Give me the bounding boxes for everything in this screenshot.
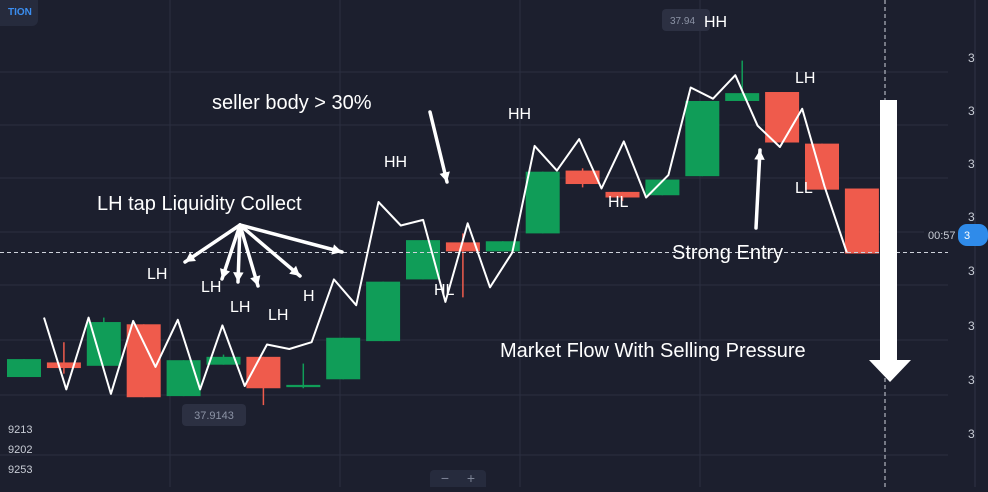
liquidity-label: LH tap Liquidity Collect bbox=[97, 193, 302, 215]
swing-label: LH bbox=[795, 70, 815, 87]
time-label-bg bbox=[924, 226, 958, 244]
swing-label: LH bbox=[201, 279, 221, 296]
swing-label: HH bbox=[384, 154, 407, 171]
liquidity-arrow-head bbox=[289, 265, 300, 276]
strong-entry-label: Strong Entry bbox=[672, 242, 783, 264]
candle-body bbox=[166, 360, 201, 397]
candle-body bbox=[725, 93, 760, 101]
current-price-value: 3 bbox=[964, 230, 970, 242]
liquidity-arrow-head bbox=[185, 252, 196, 262]
strong-entry-arrow bbox=[754, 148, 762, 230]
swing-label: LH bbox=[268, 307, 288, 324]
zoom-in-button[interactable]: + bbox=[466, 470, 476, 486]
left-value: 9213 bbox=[8, 424, 33, 436]
candle-body bbox=[286, 384, 321, 388]
top-left-badge: TION bbox=[0, 0, 38, 26]
candle-body bbox=[206, 356, 241, 365]
selling-pressure-arrow-head bbox=[869, 360, 911, 382]
liquidity-arrow bbox=[238, 223, 302, 278]
axis-tick-label: 3 bbox=[968, 373, 975, 387]
swing-label: HL bbox=[434, 282, 455, 299]
liquidity-arrow-head bbox=[233, 272, 244, 282]
price-tag-low: 37.9143 bbox=[194, 410, 234, 422]
candle-body bbox=[525, 171, 560, 234]
seller-body-label: seller body > 30% bbox=[212, 92, 372, 114]
zoom-controls: − + bbox=[430, 470, 486, 487]
swing-label: LH bbox=[147, 266, 167, 283]
time-label: 00:57 bbox=[928, 230, 956, 242]
candle-body bbox=[645, 179, 680, 196]
candle-body bbox=[7, 359, 41, 378]
left-value: 9202 bbox=[8, 444, 33, 456]
candle-body bbox=[805, 143, 839, 190]
candle-body bbox=[685, 100, 720, 177]
candle-body bbox=[126, 324, 161, 398]
liquidity-arrow bbox=[238, 223, 260, 288]
swing-label: LL bbox=[795, 180, 813, 197]
axis-tick-label: 3 bbox=[968, 104, 975, 118]
liquidity-arrow-head bbox=[331, 244, 342, 255]
candle-body bbox=[605, 191, 640, 198]
axis-tick-label: 3 bbox=[968, 319, 975, 333]
candle-body bbox=[765, 92, 800, 143]
selling-pressure-arrow bbox=[880, 100, 897, 362]
candle-body bbox=[366, 281, 401, 342]
swing-label: H bbox=[303, 288, 315, 305]
candle-body bbox=[326, 337, 361, 380]
liquidity-arrow-head bbox=[250, 275, 261, 286]
axis-tick-label: 3 bbox=[968, 157, 975, 171]
liquidity-arrow-head bbox=[220, 268, 231, 279]
liquidity-arrow bbox=[238, 223, 344, 254]
axis-tick-label: 3 bbox=[968, 51, 975, 65]
current-price-tag bbox=[958, 224, 988, 246]
market-flow-label: Market Flow With Selling Pressure bbox=[500, 340, 806, 362]
swing-label: LH bbox=[230, 299, 250, 316]
swing-label: HL bbox=[608, 194, 629, 211]
seller-body-arrow-head bbox=[439, 171, 450, 182]
left-value: 9253 bbox=[8, 464, 33, 476]
strong-entry-arrow-head bbox=[754, 150, 765, 160]
axis-tick-label: 3 bbox=[968, 264, 975, 278]
candle-body bbox=[485, 241, 520, 252]
market-flow-line bbox=[43, 74, 848, 395]
axis-tick-label: 3 bbox=[968, 427, 975, 441]
candle-body bbox=[844, 188, 879, 254]
swing-label: HH bbox=[508, 106, 531, 123]
candle-body bbox=[46, 362, 81, 369]
candle-body bbox=[445, 242, 480, 252]
seller-body-arrow bbox=[428, 110, 449, 184]
liquidity-arrow bbox=[183, 223, 242, 264]
price-tag-bg bbox=[182, 404, 246, 426]
candle-body bbox=[565, 170, 600, 185]
swing-label: HH bbox=[704, 14, 727, 31]
zoom-out-button[interactable]: − bbox=[440, 470, 450, 486]
axis-tick-label: 3 bbox=[968, 210, 975, 224]
price-tag-bg bbox=[662, 9, 710, 31]
price-tag-high: 37.94 bbox=[670, 16, 695, 27]
